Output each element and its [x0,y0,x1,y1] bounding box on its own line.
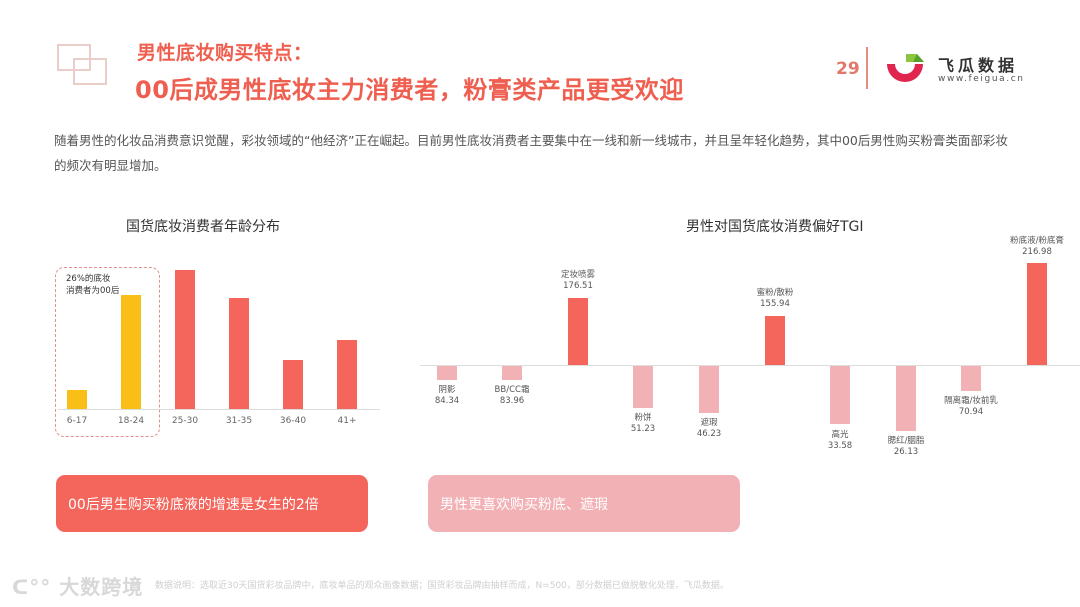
x-label: 41+ [337,416,357,426]
tgi-bar-primer [961,366,981,391]
header-divider [866,47,868,89]
brand-name: 飞瓜数据 [938,56,1019,75]
x-label: 36-40 [279,416,307,426]
tgi-chart-title: 男性对国货底妆消费偏好TGI [686,219,864,235]
tgi-bar-highlighter [830,366,850,424]
age-chart-title: 国货底妆消费者年龄分布 [126,219,280,235]
tgi-label: 高光 33.58 [827,430,853,451]
x-label: 25-30 [171,416,199,426]
bar-36-40 [283,360,303,409]
tgi-label: 隔离霜/妆前乳 70.94 [944,396,998,417]
x-label: 6-17 [66,416,88,426]
callout-right: 男性更喜欢购买粉底、遮瑕 [428,475,740,532]
page-number: 29 [836,59,860,79]
callout-left: 00后男生购买粉底液的增速是女生的2倍 [56,475,368,532]
tgi-label: 腮红/胭脂 26.13 [887,436,925,457]
feigua-logo-icon [887,54,924,82]
bar-25-30 [175,270,195,409]
tgi-bar-pressed-powder [633,366,653,408]
tgi-label: 粉饼 51.23 [630,413,656,434]
intro-paragraph: 随着男性的化妆品消费意识觉醒，彩妆领域的“他经济”正在崛起。目前男性底妆消费者主… [54,133,1008,173]
decorative-squares-icon [57,44,109,86]
page-title: 00后成男性底妆主力消费者，粉膏类产品更受欢迎 [135,76,684,104]
tgi-label: 定妆喷雾 176.51 [560,270,595,291]
watermark-icon: ᑕ°° [12,575,52,599]
bar-41-plus [337,340,357,409]
tgi-bar-blush [896,366,916,431]
watermark-logo: ᑕ°° 大数跨境 [12,575,144,599]
tgi-label: BB/CC霜 83.96 [494,385,530,406]
age-chart-axis [58,409,380,410]
highlight-box [55,267,160,437]
page-subtitle: 男性底妆购买特点： [137,42,313,64]
tgi-label: 蜜粉/散粉 155.94 [756,288,794,309]
tgi-label: 遮瑕 46.23 [696,418,722,439]
x-label: 31-35 [225,416,253,426]
bar-6-17 [67,390,87,409]
tgi-bar-shadow [437,366,457,380]
footnote: 数据说明：选取近30天国货彩妆品牌中，底妆单品的观众画像数据；国货彩妆品牌由抽样… [155,581,729,591]
tgi-bar-bbcc [502,366,522,380]
highlight-note: 26%的底妆 消费者为00后 [66,274,120,296]
bar-18-24 [121,295,141,409]
tgi-bar-foundation [1027,263,1047,365]
bar-31-35 [229,298,249,409]
brand-url: www.feigua.cn [938,74,1025,84]
tgi-label: 粉底液/粉底膏 216.98 [1010,236,1064,257]
tgi-bar-concealer [699,366,719,413]
tgi-baseline [420,365,1080,366]
tgi-bar-loose-powder [765,316,785,365]
x-label: 18-24 [117,416,145,426]
tgi-label: 阴影 84.34 [434,385,460,406]
tgi-bar-setting-spray [568,298,588,365]
